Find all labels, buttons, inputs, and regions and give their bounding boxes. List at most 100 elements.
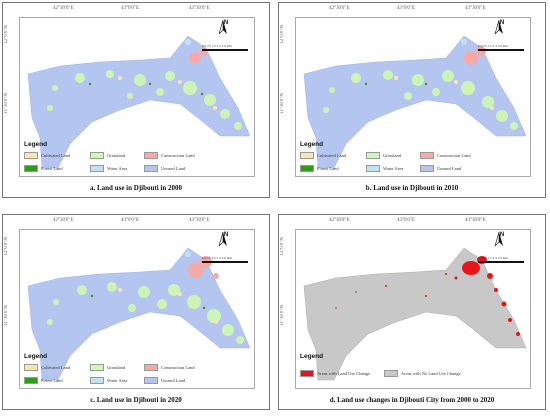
swatch-construction — [420, 152, 434, 159]
map-panel-d: 42°30'0"E 43°0'0"E 43°30'0"E 12°0'0"N 11… — [278, 214, 546, 410]
legend-label: Forest Land — [317, 166, 339, 171]
coord-top-2: 43°0'0"E — [397, 6, 415, 11]
legend-label: Cultivated Land — [317, 153, 347, 158]
map-frame: N 0 0.75 1.5 3 4.5 6 Km Legend Cultivate… — [19, 17, 255, 177]
swatch-grassland — [90, 364, 104, 371]
coord-top-1: 42°30'0"E — [329, 218, 350, 223]
legend-item: Grassland — [366, 152, 401, 159]
coord-top-2: 43°0'0"E — [121, 6, 139, 11]
legend-title: Legend — [300, 353, 324, 360]
legend-item: Forest Land — [300, 165, 339, 172]
north-arrow-icon — [218, 232, 227, 246]
north-arrow: N — [218, 20, 234, 42]
coord-left-2: 11°30'0"N — [4, 305, 9, 326]
scale-bar: 0 0.75 1.5 3 4.5 6 Km — [478, 256, 524, 265]
swatch-unused — [420, 165, 434, 172]
swatch-grassland — [366, 152, 380, 159]
legend-label: Construction Land — [437, 153, 471, 158]
panel-caption: d. Land use changes in Djibouti City fro… — [329, 396, 495, 404]
swatch-unused — [144, 165, 158, 172]
swatch-construction — [144, 364, 158, 371]
panel-caption: a. Land use in Djibouti in 2000 — [90, 184, 182, 192]
coord-top-3: 43°30'0"E — [189, 218, 210, 223]
swatch-unused — [144, 377, 158, 384]
swatch-forest — [300, 165, 314, 172]
legend-label: Water Area — [383, 166, 404, 171]
swatch-cultivated — [300, 152, 314, 159]
coord-top-3: 43°30'0"E — [465, 6, 486, 11]
scale-bar-graphic — [478, 49, 524, 51]
legend: Legend Areas with Land Use Change Areas … — [300, 353, 500, 388]
legend-item: Grassland — [90, 152, 125, 159]
legend: Legend Cultivated Land Grassland Constru… — [24, 353, 224, 388]
legend-label: Water Area — [107, 378, 128, 383]
coord-left-1: 12°0'0"N — [280, 25, 285, 44]
north-arrow-icon — [494, 232, 503, 246]
legend-title: Legend — [24, 353, 48, 360]
legend-item: Water Area — [366, 165, 403, 172]
swatch-water — [90, 377, 104, 384]
north-arrow-icon — [218, 20, 227, 34]
north-label: N — [499, 232, 505, 238]
djibouti-change-map — [303, 247, 527, 381]
scale-label: 0 0.75 1.5 3 4.5 6 Km — [202, 44, 232, 48]
legend-item: Construction Land — [420, 152, 471, 159]
legend-item: Cultivated Land — [24, 152, 70, 159]
scale-bar: 0 0.75 1.5 3 4.5 6 Km — [202, 44, 248, 53]
swatch-construction — [144, 152, 158, 159]
panel-caption: b. Land use in Djibouti in 2010 — [365, 184, 459, 192]
legend-label: Unused Land — [161, 378, 186, 383]
north-label: N — [499, 20, 505, 26]
coord-top-2: 43°0'0"E — [121, 218, 139, 223]
coord-left-1: 12°0'0"N — [4, 237, 9, 256]
legend-label: Areas with Land Use Change — [317, 371, 370, 376]
swatch-cultivated — [24, 364, 38, 371]
scale-label: 0 0.75 1.5 3 4.5 6 Km — [478, 44, 508, 48]
legend-item: Unused Land — [420, 165, 461, 172]
north-arrow-icon — [494, 20, 503, 34]
north-arrow: N — [494, 20, 510, 42]
scale-bar: 0 0.75 1.5 3 4.5 6 Km — [478, 44, 524, 53]
legend-label: Areas with No Land Use Change — [401, 371, 461, 376]
legend-label: Construction Land — [161, 365, 195, 370]
scale-label: 0 0.75 1.5 3 4.5 6 Km — [478, 256, 508, 260]
legend-item: Construction Land — [144, 152, 195, 159]
scale-label: 0 0.75 1.5 3 4.5 6 Km — [202, 256, 232, 260]
scale-bar-graphic — [202, 49, 248, 51]
coord-top-1: 42°30'0"E — [53, 6, 74, 11]
legend-item: Water Area — [90, 377, 127, 384]
scale-bar-graphic — [478, 261, 524, 263]
north-label: N — [223, 20, 229, 26]
map-panel-b: 42°30'0"E 43°0'0"E 43°30'0"E 12°0'0"N 11… — [278, 2, 546, 198]
coord-left-2: 11°30'0"N — [280, 305, 285, 326]
legend-label: Forest Land — [41, 166, 63, 171]
coord-left-1: 12°0'0"N — [280, 237, 285, 256]
swatch-water — [90, 165, 104, 172]
legend-label: Cultivated Land — [41, 153, 71, 158]
coord-top-1: 42°30'0"E — [53, 218, 74, 223]
legend-item: Construction Land — [144, 364, 195, 371]
map-panel-c: 42°30'0"E 43°0'0"E 43°30'0"E 12°0'0"N 11… — [2, 214, 270, 410]
map-frame: N 0 0.75 1.5 3 4.5 6 Km Legend Cultivate… — [295, 17, 531, 177]
swatch-no-change — [384, 370, 398, 377]
legend-label: Unused Land — [437, 166, 462, 171]
coord-left-2: 11°30'0"N — [4, 93, 9, 114]
legend-item: Forest Land — [24, 165, 63, 172]
legend-label: Forest Land — [41, 378, 63, 383]
swatch-water — [366, 165, 380, 172]
legend-item: Unused Land — [144, 165, 185, 172]
swatch-cultivated — [24, 152, 38, 159]
legend-item: Grassland — [90, 364, 125, 371]
legend-item: Areas with No Land Use Change — [384, 370, 461, 377]
north-arrow: N — [494, 232, 510, 254]
legend-item: Areas with Land Use Change — [300, 370, 370, 377]
djibouti-map — [27, 247, 251, 381]
north-arrow: N — [218, 232, 234, 254]
swatch-forest — [24, 165, 38, 172]
legend-label: Water Area — [107, 166, 128, 171]
coord-top-2: 43°0'0"E — [397, 218, 415, 223]
panel-caption: c. Land use in Djibouti in 2020 — [90, 396, 182, 404]
legend: Legend Cultivated Land Grassland Constru… — [24, 141, 224, 176]
coord-left-1: 12°0'0"N — [4, 25, 9, 44]
swatch-grassland — [90, 152, 104, 159]
